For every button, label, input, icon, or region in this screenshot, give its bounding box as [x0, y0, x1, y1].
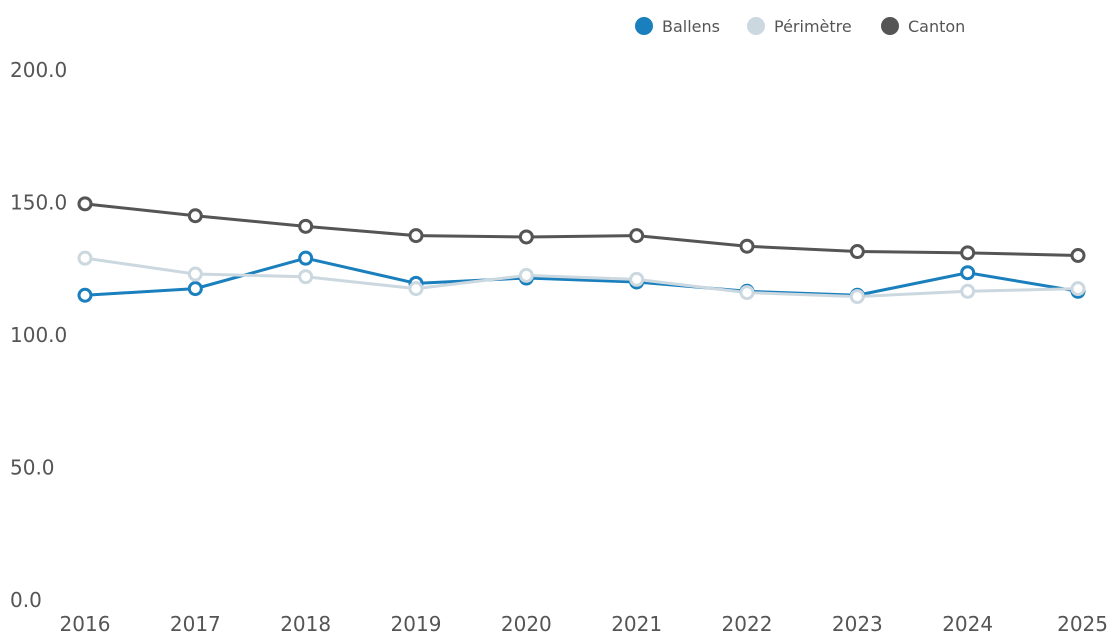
data-point[interactable] [408, 281, 424, 297]
x-tick-label: 2019 [391, 612, 442, 636]
legend-label: Périmètre [774, 17, 852, 36]
x-tick-label: 2018 [280, 612, 331, 636]
x-tick-label: 2024 [942, 612, 993, 636]
legend-label: Ballens [662, 17, 720, 36]
legend-label: Canton [908, 17, 965, 36]
data-point[interactable] [298, 269, 314, 285]
data-point[interactable] [518, 229, 534, 245]
data-point[interactable] [960, 283, 976, 299]
data-point[interactable] [298, 218, 314, 234]
data-point[interactable] [849, 244, 865, 260]
legend-marker [881, 17, 899, 35]
x-tick-label: 2021 [611, 612, 662, 636]
data-point[interactable] [77, 287, 93, 303]
series-line-ballens [84, 256, 1079, 297]
data-point[interactable] [960, 245, 976, 261]
data-point[interactable] [408, 228, 424, 244]
data-point[interactable] [518, 267, 534, 283]
y-tick-label: 50.0 [10, 456, 55, 480]
data-point[interactable] [960, 265, 976, 281]
x-axis: 2016 2017 2018 2019 2020 2021 2022 2023 2024 2025 [60, 612, 1108, 636]
data-point[interactable] [629, 271, 645, 287]
data-point[interactable] [187, 281, 203, 297]
data-point[interactable] [298, 250, 314, 266]
data-point[interactable] [739, 285, 755, 301]
data-point[interactable] [629, 228, 645, 244]
data-point[interactable] [1070, 281, 1086, 297]
legend-marker [635, 17, 653, 35]
x-tick-label: 2016 [60, 612, 111, 636]
data-point[interactable] [187, 266, 203, 282]
data-point[interactable] [77, 250, 93, 266]
data-point[interactable] [1070, 248, 1086, 263]
legend-marker [747, 17, 765, 35]
data-point[interactable] [77, 196, 93, 212]
series-lines [84, 202, 1079, 299]
x-tick-label: 2017 [170, 612, 221, 636]
x-tick-label: 2022 [722, 612, 773, 636]
y-tick-label: 150.0 [10, 191, 67, 215]
y-axis: 0.0 50.0 100.0 150.0 200.0 [10, 58, 67, 612]
series-line-canton [84, 202, 1079, 257]
y-tick-label: 100.0 [10, 323, 67, 347]
data-point[interactable] [187, 208, 203, 224]
data-point[interactable] [849, 289, 865, 305]
y-tick-label: 200.0 [10, 58, 67, 82]
y-tick-label: 0.0 [10, 588, 42, 612]
x-tick-label: 2020 [501, 612, 552, 636]
legend: Ballens Périmètre Canton [635, 17, 965, 36]
series-points [77, 196, 1086, 305]
series-line-primtre [84, 256, 1079, 299]
data-point[interactable] [739, 238, 755, 254]
x-tick-label: 2025 [1057, 612, 1108, 636]
x-tick-label: 2023 [832, 612, 883, 636]
